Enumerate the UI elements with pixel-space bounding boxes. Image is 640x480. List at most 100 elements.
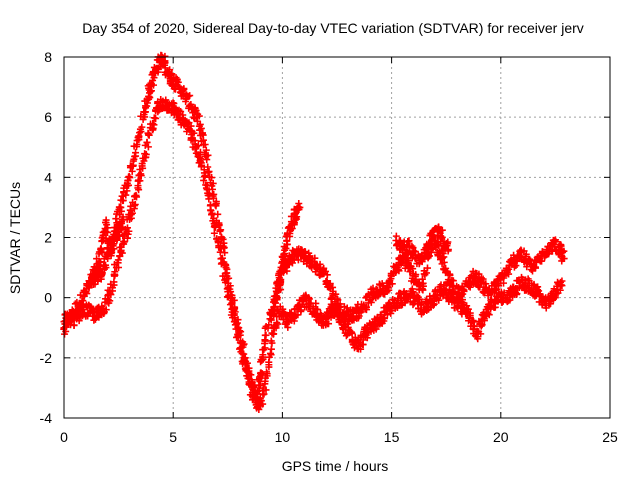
- data-point-series-2: [232, 325, 240, 333]
- data-point-series-2: [194, 142, 202, 150]
- data-point-series-4: [270, 311, 278, 319]
- data-point-series-1: [257, 369, 265, 377]
- data-point-series-3: [97, 258, 105, 266]
- data-point-series-5: [428, 237, 436, 245]
- y-tick-label: -4: [40, 410, 53, 426]
- data-point-series-2: [478, 321, 486, 329]
- x-tick-label: 25: [602, 429, 618, 445]
- data-point-series-1: [150, 81, 158, 89]
- data-point-series-2: [187, 122, 195, 130]
- data-point-series-1: [294, 256, 302, 264]
- data-point-series-2: [257, 397, 265, 405]
- data-point-series-1: [446, 271, 454, 279]
- data-point-series-4: [296, 203, 304, 211]
- x-tick-label: 20: [493, 429, 509, 445]
- data-points: [60, 51, 568, 413]
- data-point-series-2: [218, 254, 226, 262]
- data-point-series-2: [429, 300, 437, 308]
- data-point-series-1: [204, 151, 212, 159]
- data-point-series-2: [214, 237, 222, 245]
- data-point-series-1: [551, 237, 559, 245]
- data-point-series-2: [208, 209, 216, 217]
- data-point-series-1: [560, 255, 568, 263]
- data-point-series-2: [244, 368, 252, 376]
- data-point-series-2: [415, 295, 423, 303]
- data-point-series-1: [202, 146, 210, 154]
- data-point-series-2: [553, 290, 561, 298]
- data-point-series-2: [130, 205, 138, 213]
- data-point-series-1: [143, 99, 151, 107]
- data-point-series-2: [150, 121, 158, 129]
- data-point-series-1: [513, 257, 521, 265]
- data-point-series-2: [210, 229, 218, 237]
- data-point-series-2: [325, 320, 333, 328]
- data-point-series-2: [435, 296, 443, 304]
- data-point-series-3: [94, 262, 102, 270]
- data-point-series-4: [280, 252, 288, 260]
- data-point-series-2: [556, 286, 564, 294]
- data-point-series-1: [551, 238, 559, 246]
- data-point-series-1: [217, 226, 225, 234]
- data-point-series-2: [228, 305, 236, 313]
- data-point-series-2: [477, 322, 485, 330]
- y-tick-label: 2: [44, 230, 52, 246]
- data-point-series-1: [522, 250, 530, 258]
- data-point-series-2: [114, 259, 122, 267]
- y-tick-label: 6: [44, 109, 52, 125]
- data-point-series-2: [297, 306, 305, 314]
- data-point-series-1: [306, 253, 314, 261]
- data-point-series-2: [263, 368, 271, 376]
- data-point-series-2: [171, 104, 179, 112]
- data-point-series-2: [279, 305, 287, 313]
- data-point-series-1: [129, 162, 137, 170]
- data-point-series-5: [444, 238, 452, 246]
- data-point-series-1: [449, 277, 457, 285]
- data-point-series-1: [112, 215, 120, 223]
- data-point-series-1: [214, 210, 222, 218]
- data-point-series-2: [70, 321, 78, 329]
- data-point-series-1: [126, 174, 134, 182]
- x-tick-label: 10: [275, 429, 291, 445]
- data-point-series-1: [195, 112, 203, 120]
- grid-lines: [64, 57, 610, 418]
- data-point-series-2: [344, 323, 352, 331]
- data-point-series-1: [262, 331, 270, 339]
- data-point-series-2: [137, 170, 145, 178]
- data-point-series-1: [505, 265, 513, 273]
- data-point-series-1: [166, 66, 174, 74]
- data-point-series-1: [119, 196, 127, 204]
- data-point-series-2: [484, 310, 492, 318]
- data-point-series-2: [259, 400, 267, 408]
- data-point-series-2: [142, 150, 150, 158]
- data-point-series-1: [500, 272, 508, 280]
- data-point-series-1: [334, 296, 342, 304]
- data-point-series-2: [314, 306, 322, 314]
- data-point-series-2: [551, 294, 559, 302]
- data-point-series-1: [423, 264, 431, 272]
- data-point-series-1: [118, 192, 126, 200]
- data-point-series-2: [110, 281, 118, 289]
- data-point-series-2: [127, 210, 135, 218]
- data-point-series-2: [491, 303, 499, 311]
- data-point-series-5: [392, 232, 400, 240]
- data-point-series-3: [107, 248, 115, 256]
- data-point-series-3: [102, 219, 110, 227]
- data-point-series-1: [208, 174, 216, 182]
- data-point-series-1: [385, 286, 393, 294]
- data-point-series-1: [388, 280, 396, 288]
- data-point-series-4: [282, 244, 290, 252]
- data-point-series-5: [408, 242, 416, 250]
- data-point-series-2: [111, 271, 119, 279]
- data-point-series-2: [221, 278, 229, 286]
- data-point-series-1: [434, 252, 442, 260]
- data-point-series-5: [438, 226, 446, 234]
- data-point-series-3: [93, 271, 101, 279]
- data-point-series-2: [104, 296, 112, 304]
- data-point-series-2: [265, 358, 273, 366]
- data-point-series-4: [279, 262, 287, 270]
- data-point-series-2: [227, 294, 235, 302]
- data-point-series-2: [417, 301, 425, 309]
- data-point-series-2: [470, 322, 478, 330]
- data-point-series-5: [443, 242, 451, 250]
